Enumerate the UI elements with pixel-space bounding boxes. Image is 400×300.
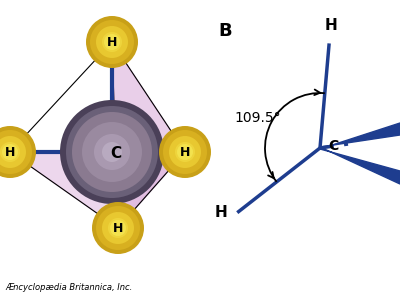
Circle shape (90, 20, 134, 64)
Text: C: C (328, 139, 338, 153)
Text: H: H (214, 205, 227, 220)
Circle shape (102, 212, 134, 244)
Circle shape (108, 218, 128, 238)
Circle shape (159, 126, 211, 178)
Polygon shape (112, 42, 185, 228)
Text: B: B (218, 22, 232, 40)
Text: 109.5°: 109.5° (235, 111, 281, 125)
Circle shape (169, 136, 201, 168)
Circle shape (177, 144, 193, 160)
Circle shape (94, 134, 130, 170)
Text: H: H (5, 146, 15, 158)
Polygon shape (320, 123, 400, 149)
Circle shape (175, 142, 195, 162)
Text: C: C (110, 146, 122, 161)
Circle shape (0, 142, 20, 162)
Text: H: H (113, 221, 123, 235)
Circle shape (66, 106, 158, 198)
Polygon shape (10, 152, 185, 228)
Circle shape (82, 122, 142, 182)
Circle shape (163, 130, 207, 174)
Text: H: H (107, 35, 117, 49)
Circle shape (0, 126, 36, 178)
Circle shape (60, 100, 164, 204)
Circle shape (104, 34, 120, 50)
Circle shape (96, 26, 128, 58)
Circle shape (102, 142, 122, 162)
Circle shape (102, 32, 122, 52)
Circle shape (0, 130, 32, 174)
Circle shape (2, 144, 18, 160)
Text: H: H (180, 146, 190, 158)
Circle shape (96, 206, 140, 250)
Text: H: H (325, 18, 338, 33)
Circle shape (86, 16, 138, 68)
Text: Æncyclopædia Britannica, Inc.: Æncyclopædia Britannica, Inc. (5, 283, 132, 292)
Circle shape (110, 220, 126, 236)
Circle shape (0, 136, 26, 168)
Polygon shape (320, 147, 400, 184)
Circle shape (92, 202, 144, 254)
Circle shape (72, 112, 152, 192)
